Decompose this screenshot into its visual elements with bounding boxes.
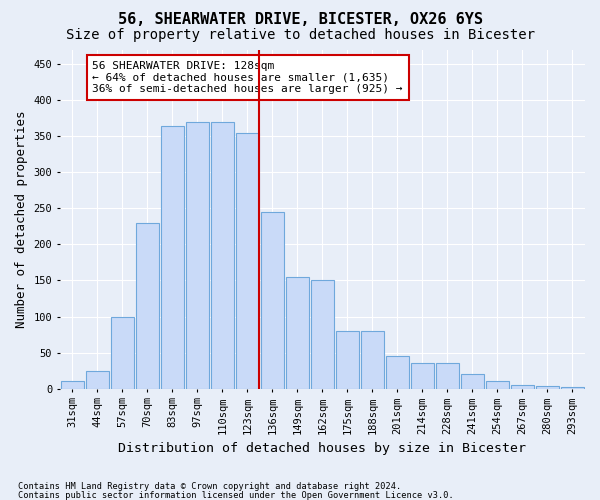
Text: Size of property relative to detached houses in Bicester: Size of property relative to detached ho… xyxy=(65,28,535,42)
Bar xyxy=(186,122,209,388)
Bar xyxy=(511,385,534,388)
Bar xyxy=(436,364,459,388)
Bar xyxy=(386,356,409,388)
Bar xyxy=(361,331,384,388)
Bar xyxy=(61,382,83,388)
Bar xyxy=(161,126,184,388)
X-axis label: Distribution of detached houses by size in Bicester: Distribution of detached houses by size … xyxy=(118,442,526,455)
Text: Contains HM Land Registry data © Crown copyright and database right 2024.: Contains HM Land Registry data © Crown c… xyxy=(18,482,401,491)
Bar xyxy=(136,223,159,388)
Text: Contains public sector information licensed under the Open Government Licence v3: Contains public sector information licen… xyxy=(18,490,454,500)
Bar xyxy=(336,331,359,388)
Bar xyxy=(111,316,134,388)
Bar xyxy=(86,370,109,388)
Bar xyxy=(411,364,434,388)
Y-axis label: Number of detached properties: Number of detached properties xyxy=(15,110,28,328)
Bar xyxy=(211,122,234,388)
Bar xyxy=(561,387,584,388)
Text: 56 SHEARWATER DRIVE: 128sqm
← 64% of detached houses are smaller (1,635)
36% of : 56 SHEARWATER DRIVE: 128sqm ← 64% of det… xyxy=(92,61,403,94)
Bar xyxy=(236,133,259,388)
Bar xyxy=(461,374,484,388)
Bar xyxy=(286,277,309,388)
Bar xyxy=(486,382,509,388)
Text: 56, SHEARWATER DRIVE, BICESTER, OX26 6YS: 56, SHEARWATER DRIVE, BICESTER, OX26 6YS xyxy=(118,12,482,28)
Bar xyxy=(261,212,284,388)
Bar xyxy=(536,386,559,388)
Bar xyxy=(311,280,334,388)
